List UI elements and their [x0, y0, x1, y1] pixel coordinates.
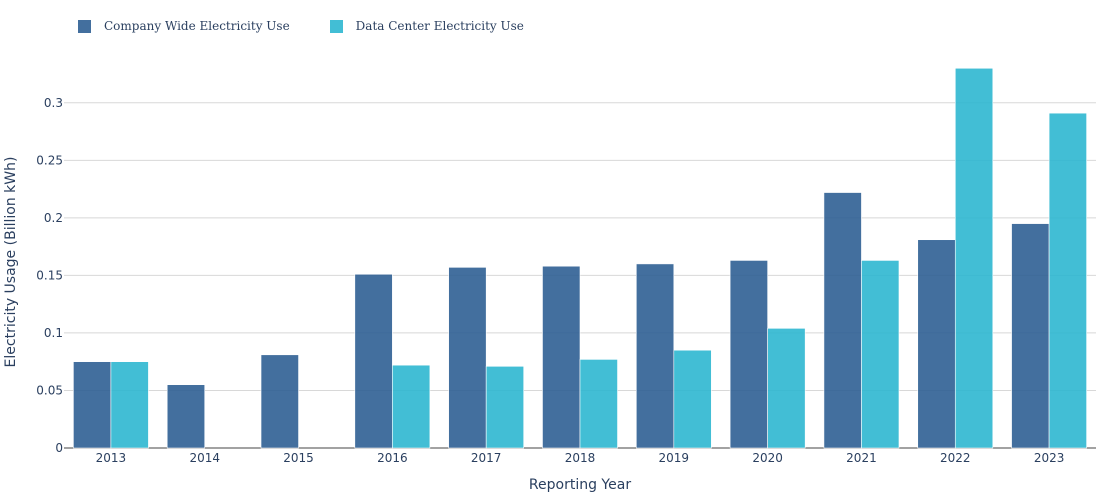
- bar-data-center-2013[interactable]: [110, 361, 149, 449]
- bars-group: [73, 67, 1087, 449]
- x-tick-label: 2013: [96, 451, 127, 465]
- y-tick-label: 0.1: [44, 326, 63, 340]
- x-tick-label: 2016: [377, 451, 408, 465]
- legend-swatch-company-wide: [78, 19, 91, 33]
- legend-swatch-data-center: [329, 19, 343, 33]
- x-tick-label: 2020: [752, 451, 783, 465]
- bar-data-center-2016[interactable]: [392, 364, 431, 449]
- y-tick-labels: 0 0.05 0.1 0.15 0.2 0.25 0.3: [36, 96, 63, 455]
- y-axis-title: Electricity Usage (Billion kWh): [3, 157, 19, 368]
- legend-label-company-wide: Company Wide Electricity Use: [104, 19, 290, 33]
- bar-data-center-2018[interactable]: [579, 359, 618, 449]
- bar-data-center-2022[interactable]: [954, 67, 994, 449]
- y-tick-label: 0.05: [36, 383, 63, 397]
- y-tick-label: 0.15: [36, 268, 63, 282]
- bar-company-wide-2014[interactable]: [166, 384, 206, 449]
- x-tick-label: 2018: [565, 451, 596, 465]
- bar-company-wide-2016[interactable]: [354, 273, 393, 449]
- x-tick-labels: 2013 2014 2015 2016 2017 2018 2019 2020 2021 2022…: [96, 451, 1065, 465]
- x-tick-label: 2023: [1034, 451, 1065, 465]
- x-axis-title: Reporting Year: [529, 477, 631, 493]
- y-tick-label: 0.2: [44, 211, 63, 225]
- x-tick-label: 2014: [189, 451, 220, 465]
- bar-company-wide-2018[interactable]: [542, 265, 581, 449]
- bar-data-center-2019[interactable]: [673, 349, 712, 449]
- bar-data-center-2021[interactable]: [861, 260, 900, 449]
- legend-item-data-center[interactable]: Data Center Electricity Use: [329, 19, 524, 33]
- bar-company-wide-2020[interactable]: [729, 260, 768, 449]
- x-tick-label: 2019: [659, 451, 690, 465]
- y-tick-label: 0: [55, 441, 63, 455]
- legend-label-data-center: Data Center Electricity Use: [355, 19, 524, 33]
- bar-data-center-2017[interactable]: [485, 365, 525, 449]
- x-tick-label: 2017: [471, 451, 502, 465]
- bar-company-wide-2017[interactable]: [448, 267, 487, 449]
- legend-item-company-wide[interactable]: Company Wide Electricity Use: [78, 19, 290, 33]
- x-tick-label: 2021: [846, 451, 877, 465]
- x-tick-label: 2015: [283, 451, 314, 465]
- bar-data-center-2023[interactable]: [1048, 112, 1087, 449]
- y-tick-label: 0.3: [44, 96, 63, 110]
- y-tick-label: 0.25: [36, 153, 63, 167]
- bar-company-wide-2021[interactable]: [823, 192, 862, 449]
- bar-company-wide-2023[interactable]: [1011, 223, 1050, 449]
- bar-company-wide-2022[interactable]: [917, 239, 956, 449]
- bar-data-center-2020[interactable]: [767, 328, 806, 449]
- bar-company-wide-2015[interactable]: [260, 354, 299, 449]
- chart-legend: Company Wide Electricity Use Data Center…: [78, 19, 564, 33]
- bar-company-wide-2019[interactable]: [635, 263, 675, 449]
- bar-company-wide-2013[interactable]: [73, 361, 112, 449]
- x-tick-label: 2022: [940, 451, 971, 465]
